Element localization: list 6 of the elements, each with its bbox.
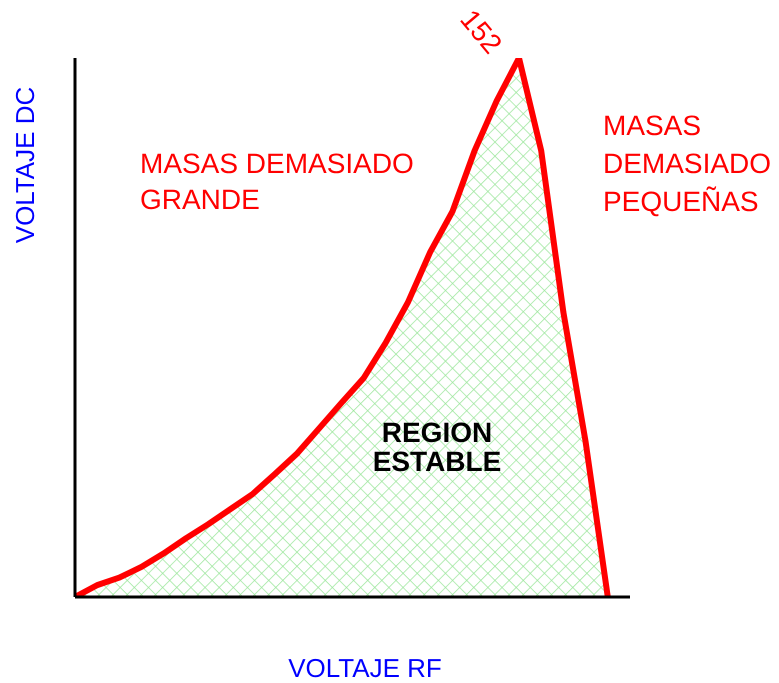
x-axis-title: VOLTAJE RF <box>287 653 443 683</box>
annotation: 152 <box>454 4 509 62</box>
y-axis-title: VOLTAJE DC <box>10 86 40 244</box>
annotation: MASAS DEMASIADO GRANDE <box>140 147 415 217</box>
annotation: REGION ESTABLE <box>372 417 502 477</box>
annotation: MASAS DEMASIADO PEQUEÑAS <box>603 109 772 219</box>
